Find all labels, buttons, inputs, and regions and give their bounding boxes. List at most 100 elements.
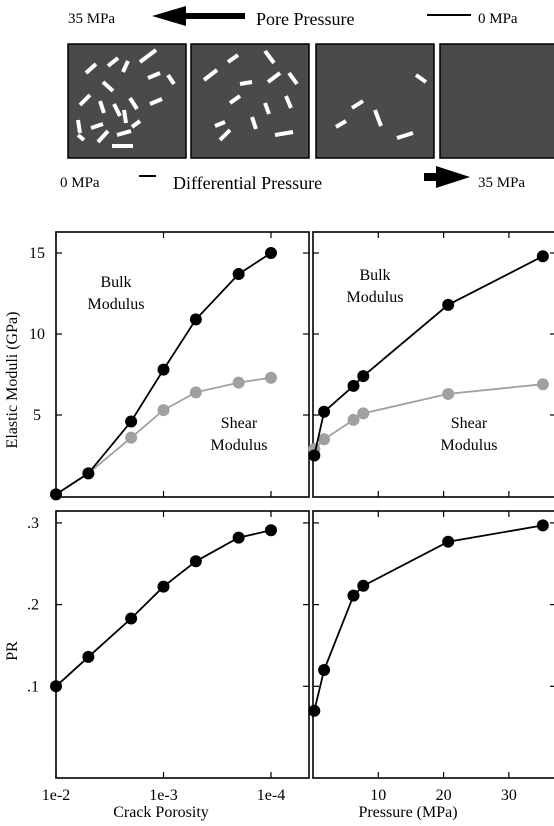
differential-pressure-right-label: 35 MPa xyxy=(478,175,525,191)
y-tick-label: .2 xyxy=(27,597,39,614)
pore-pressure-label: Pore Pressure xyxy=(256,9,354,29)
crack-mark xyxy=(121,60,130,73)
x-tick-label: 10 xyxy=(370,787,386,804)
data-point xyxy=(232,376,245,389)
crack-mark xyxy=(76,133,86,142)
crack-mark xyxy=(202,68,219,82)
crack-mark xyxy=(226,53,240,64)
x-tick-label: 1e-4 xyxy=(257,787,285,804)
crack-mark xyxy=(130,119,142,129)
crack-box xyxy=(439,43,554,159)
crack-mark xyxy=(149,97,163,106)
y-tick-label: 15 xyxy=(29,245,45,262)
data-point xyxy=(50,488,62,501)
pore-pressure-right-label: 0 MPa xyxy=(478,11,518,27)
crack-mark xyxy=(78,93,92,107)
crack-mark xyxy=(116,129,132,137)
crack-mark xyxy=(266,71,282,84)
crack-mark xyxy=(263,102,271,115)
series-annotation: Modulus xyxy=(211,437,268,454)
crack-mark xyxy=(128,96,139,111)
crack-mark xyxy=(334,119,348,129)
data-point xyxy=(308,704,321,717)
data-point xyxy=(265,524,277,537)
crack-mark xyxy=(284,95,293,109)
crack-box xyxy=(315,43,435,159)
data-point xyxy=(442,535,455,548)
plot-frame xyxy=(55,510,310,779)
crack-mark xyxy=(76,119,82,134)
x-axis-title-pressure: Pressure (MPa) xyxy=(358,804,457,821)
crack-mark xyxy=(373,109,383,127)
plot-panel-bottom-right: 10 20 30 xyxy=(308,510,554,804)
crack-mark xyxy=(239,80,253,86)
crack-mark xyxy=(138,48,158,64)
data-point xyxy=(189,386,202,399)
series-annotation: Bulk xyxy=(359,267,390,284)
series-annotation: Shear xyxy=(451,415,488,432)
arrow-right-icon xyxy=(424,166,470,188)
series-annotation: Shear xyxy=(221,415,258,432)
data-point xyxy=(189,555,202,568)
data-point xyxy=(82,650,95,663)
differential-pressure-left-label: 0 MPa xyxy=(60,175,100,191)
series-line xyxy=(313,524,544,712)
data-point xyxy=(157,580,170,593)
data-point xyxy=(536,378,549,391)
data-point xyxy=(357,579,370,592)
data-point xyxy=(265,247,277,259)
data-point xyxy=(125,431,138,444)
differential-pressure-label: Differential Pressure xyxy=(173,173,322,193)
data-point xyxy=(265,371,277,384)
arrow-left-icon xyxy=(152,6,245,26)
y-tick-label: .1 xyxy=(27,678,39,695)
plot-panels: 5 10 15 Bulk Modulus Shear Modulus Bulk Modulus S… xyxy=(27,231,554,804)
data-point xyxy=(442,387,455,400)
crack-mark xyxy=(218,128,232,142)
crack-mark xyxy=(90,122,104,130)
y-tick-label: 5 xyxy=(33,407,41,424)
crack-mark xyxy=(84,62,98,75)
data-point xyxy=(232,531,245,544)
crack-mark xyxy=(396,131,414,140)
crack-mark xyxy=(228,94,242,105)
crack-mark xyxy=(122,109,128,124)
crack-mark xyxy=(250,116,258,130)
data-point xyxy=(232,268,245,281)
data-point xyxy=(125,612,138,625)
data-point xyxy=(189,313,202,326)
crack-mark xyxy=(350,99,365,110)
crack-mark xyxy=(101,80,115,93)
data-point xyxy=(318,433,331,446)
series-annotation: Modulus xyxy=(88,296,145,313)
data-point xyxy=(82,467,95,480)
crack-mark xyxy=(106,56,120,68)
plot-panel-bottom-left: .1 .2 .3 1e-2 1e-3 1e-4 xyxy=(27,510,310,804)
y-axis-title-pr: PR xyxy=(4,641,21,661)
data-point xyxy=(357,370,370,383)
x-tick-label: 20 xyxy=(436,787,452,804)
series-annotation: Bulk xyxy=(100,274,131,291)
data-point xyxy=(157,363,170,376)
x-tick-label: 1e-3 xyxy=(149,787,177,804)
y-axis-title-moduli: Elastic Moduli (GPa) xyxy=(4,312,21,449)
crack-mark xyxy=(166,73,176,86)
y-tick-label: 10 xyxy=(29,326,45,343)
x-tick-label: 30 xyxy=(501,787,517,804)
data-point xyxy=(442,298,455,311)
plot-panel-top-right: Bulk Modulus Shear Modulus xyxy=(308,231,554,498)
data-point xyxy=(357,407,370,420)
plot-panel-top-left: 5 10 15 Bulk Modulus Shear Modulus xyxy=(29,231,310,501)
plot-frame xyxy=(55,231,310,498)
data-point xyxy=(308,449,321,462)
crack-mark xyxy=(263,49,276,65)
plot-frame xyxy=(312,510,554,779)
crack-mark xyxy=(112,103,122,117)
data-point xyxy=(318,405,331,418)
data-point xyxy=(157,404,170,417)
series-line xyxy=(313,255,544,456)
x-tick-label: 1e-2 xyxy=(42,787,70,804)
data-point xyxy=(318,663,331,676)
series-annotation: Modulus xyxy=(441,437,498,454)
